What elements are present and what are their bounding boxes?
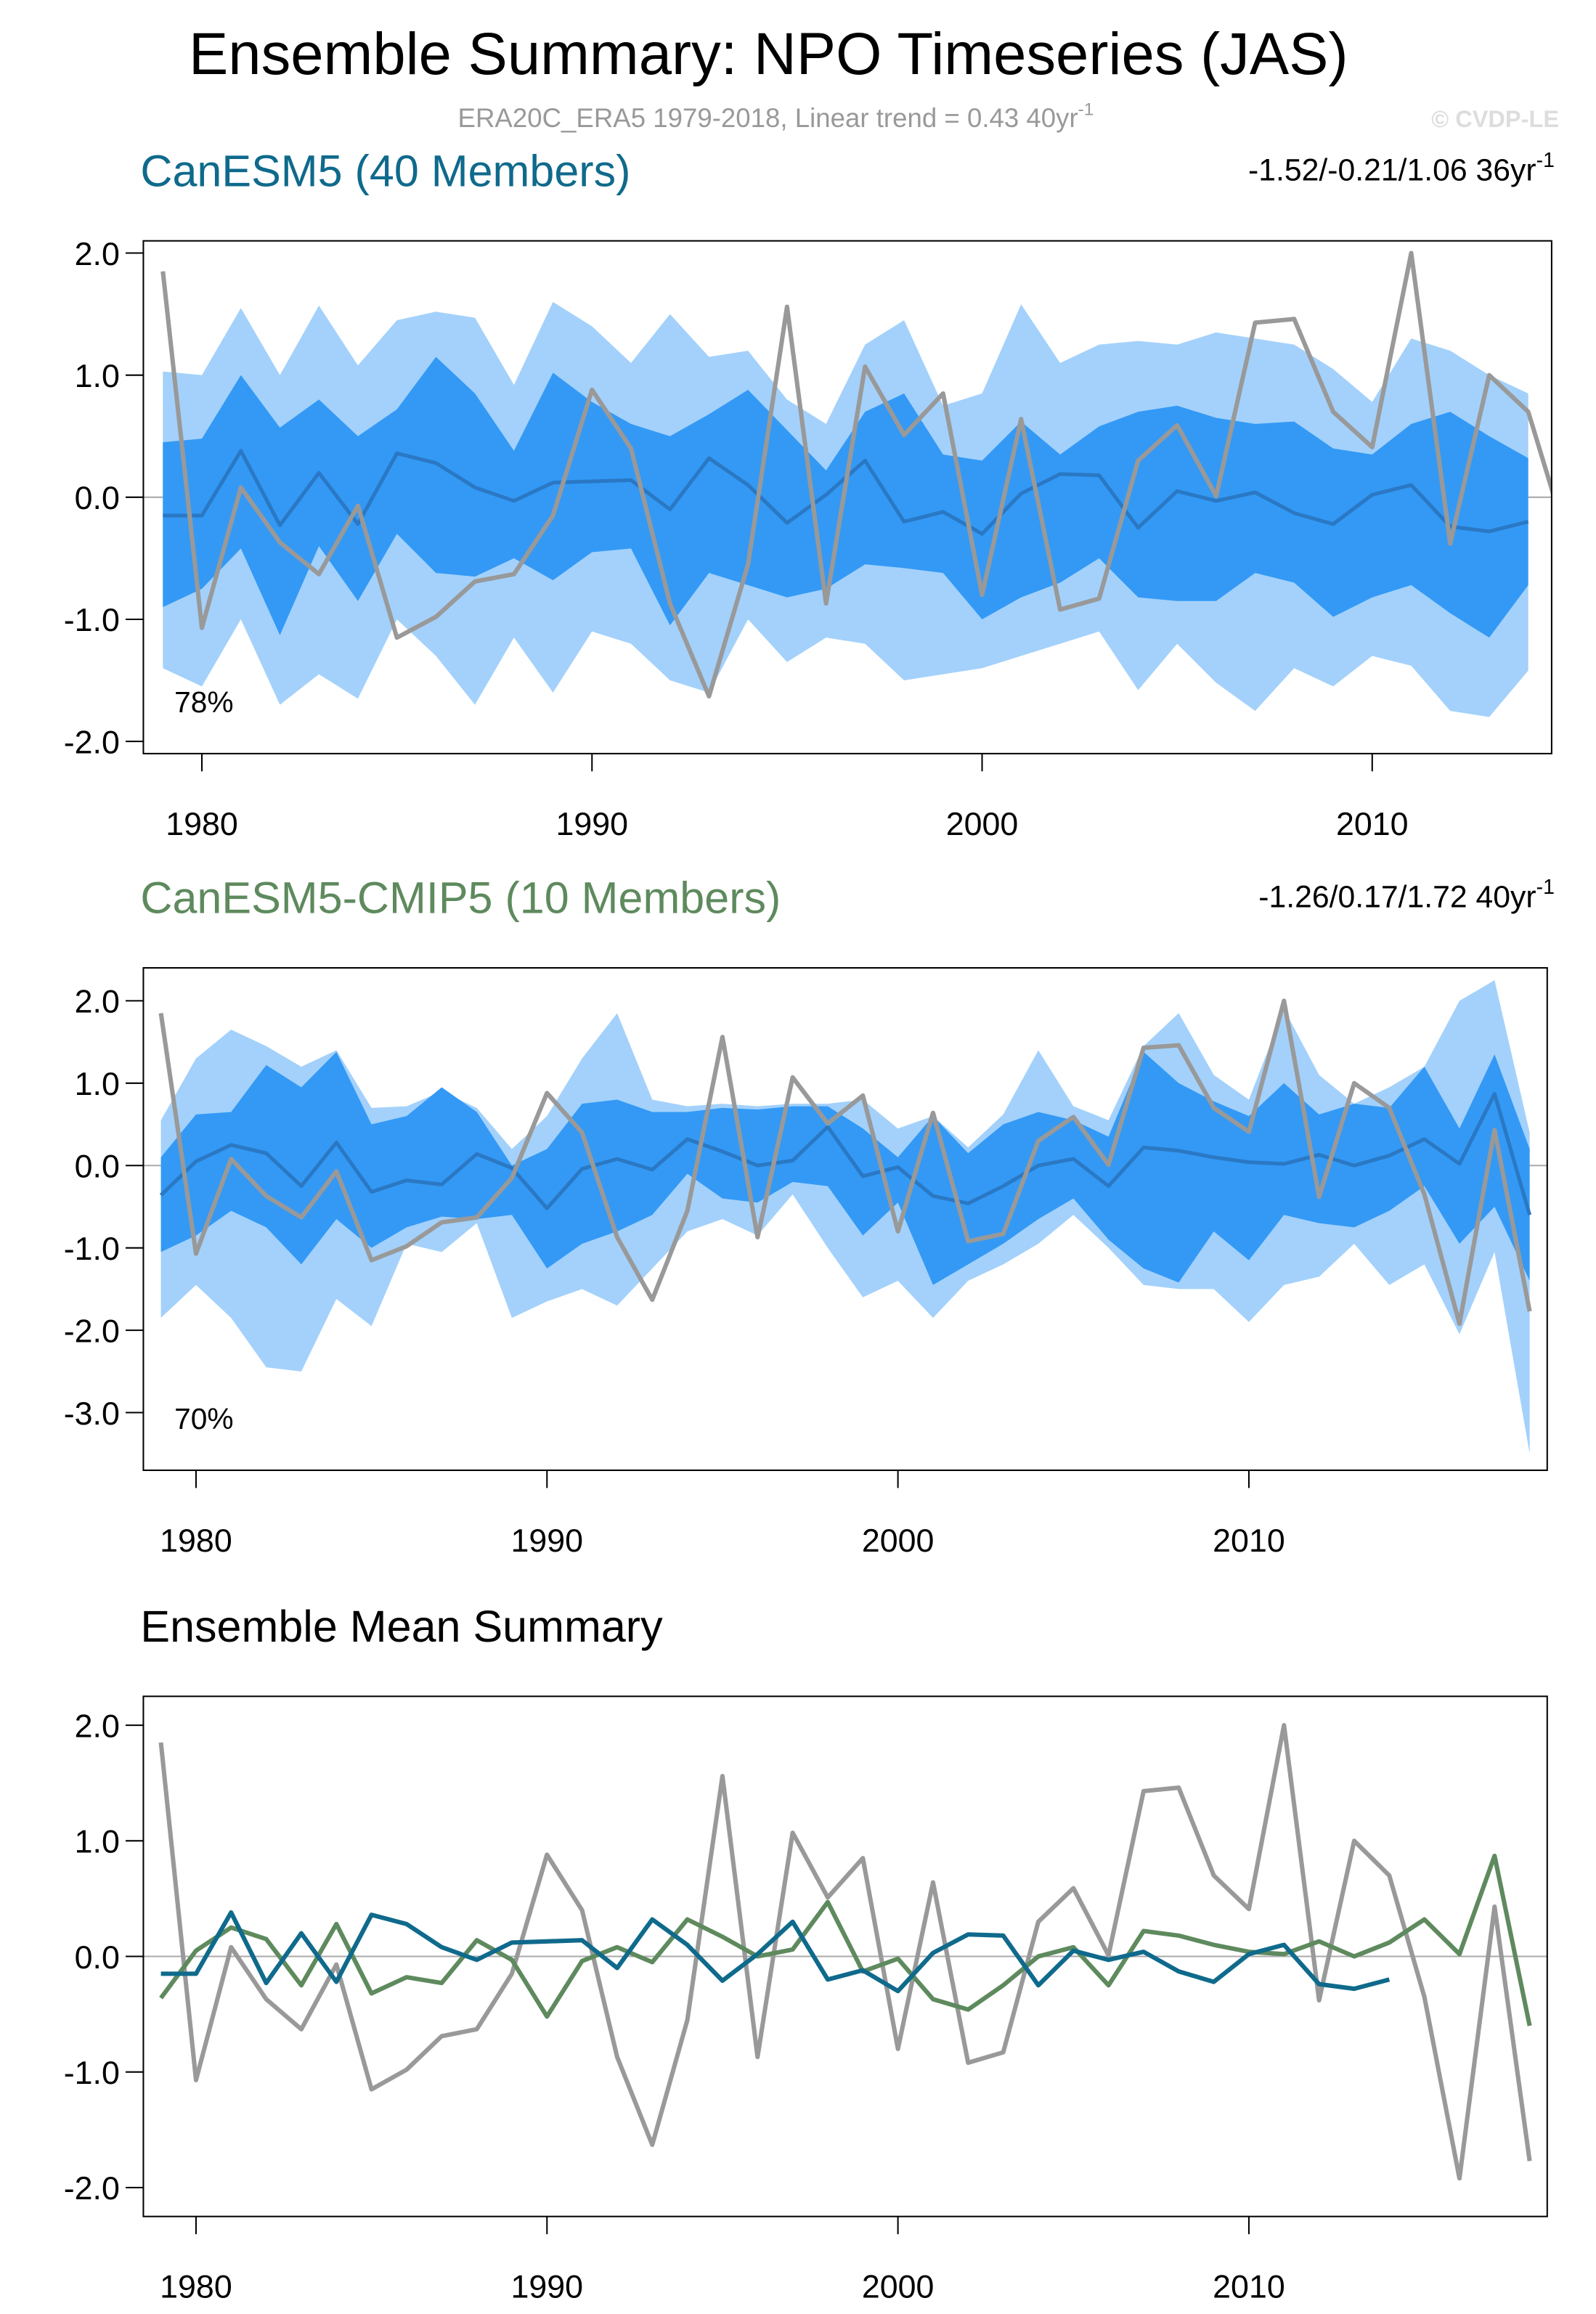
- y-tick-label: 2.0: [75, 984, 120, 1020]
- y-tick-label: -2.0: [64, 1313, 120, 1349]
- trend-label-text: -1.52/-0.21/1.06 36yr: [1248, 152, 1536, 187]
- plot-area: [143, 980, 1547, 1454]
- series-line: [160, 250, 1552, 698]
- subtitle-text: ERA20C_ERA5 1979-2018, Linear trend = 0.…: [458, 103, 1078, 133]
- panel-title: CanESM5 (40 Members): [140, 146, 630, 195]
- y-tick-label: -1.0: [64, 1231, 120, 1267]
- panel-title: CanESM5-CMIP5 (10 Members): [140, 873, 781, 923]
- figure-title: Ensemble Summary: NPO Timeseries (JAS): [189, 21, 1348, 87]
- trend-label-superscript: -1: [1536, 149, 1555, 172]
- y-tick-label: 1.0: [75, 1066, 120, 1102]
- series-line: [159, 1853, 1532, 2026]
- y-tick-label: 2.0: [75, 236, 120, 272]
- trend-label-text: -1.26/0.17/1.72 40yr: [1258, 880, 1536, 915]
- series-line: [160, 1910, 1391, 1994]
- x-tick-label: 2000: [862, 1523, 935, 1559]
- annotation: 70%: [174, 1402, 233, 1435]
- y-tick-label: -2.0: [64, 2170, 120, 2207]
- y-tick-label: -3.0: [64, 1396, 120, 1432]
- range-band: [160, 1051, 1530, 1285]
- y-tick-label: 0.0: [75, 480, 120, 516]
- x-tick-label: 2010: [1213, 1523, 1285, 1559]
- trend-label: -1.52/-0.21/1.06 36yr-1: [1248, 149, 1555, 187]
- series-line: [158, 998, 1532, 1327]
- x-tick-label: 2010: [1213, 2269, 1285, 2305]
- series-line: [158, 1723, 1532, 2181]
- trend-label: -1.26/0.17/1.72 40yr-1: [1258, 876, 1555, 914]
- figure-subtitle: ERA20C_ERA5 1979-2018, Linear trend = 0.…: [458, 100, 1094, 133]
- watermark: © CVDP-LE: [1431, 106, 1559, 132]
- x-tick-label: 1980: [160, 2269, 232, 2305]
- x-tick-label: 1980: [166, 806, 238, 842]
- plot-area: [143, 1723, 1547, 2181]
- x-tick-label: 1990: [510, 1523, 583, 1559]
- y-tick-label: 0.0: [75, 1149, 120, 1185]
- trend-label-superscript: -1: [1536, 876, 1555, 899]
- x-tick-label: 2000: [946, 806, 1019, 842]
- y-tick-label: 1.0: [75, 1824, 120, 1860]
- subtitle-superscript: -1: [1078, 100, 1094, 120]
- y-tick-label: -1.0: [64, 2055, 120, 2091]
- series-line: [159, 1092, 1532, 1216]
- x-tick-label: 2010: [1336, 806, 1409, 842]
- x-tick-label: 1980: [160, 1523, 232, 1559]
- y-tick-label: 1.0: [75, 358, 120, 394]
- x-tick-label: 1990: [555, 806, 628, 842]
- y-tick-label: -2.0: [64, 724, 120, 760]
- y-tick-label: -1.0: [64, 602, 120, 638]
- x-tick-label: 2000: [862, 2269, 935, 2305]
- plot-area: [143, 250, 1552, 717]
- y-tick-label: 0.0: [75, 1939, 120, 1976]
- y-tick-label: 2.0: [75, 1708, 120, 1744]
- plot-frame: [142, 966, 1548, 1471]
- panel-title: Ensemble Mean Summary: [140, 1602, 663, 1651]
- x-tick-label: 1990: [510, 2269, 583, 2305]
- annotation: 78%: [174, 685, 233, 719]
